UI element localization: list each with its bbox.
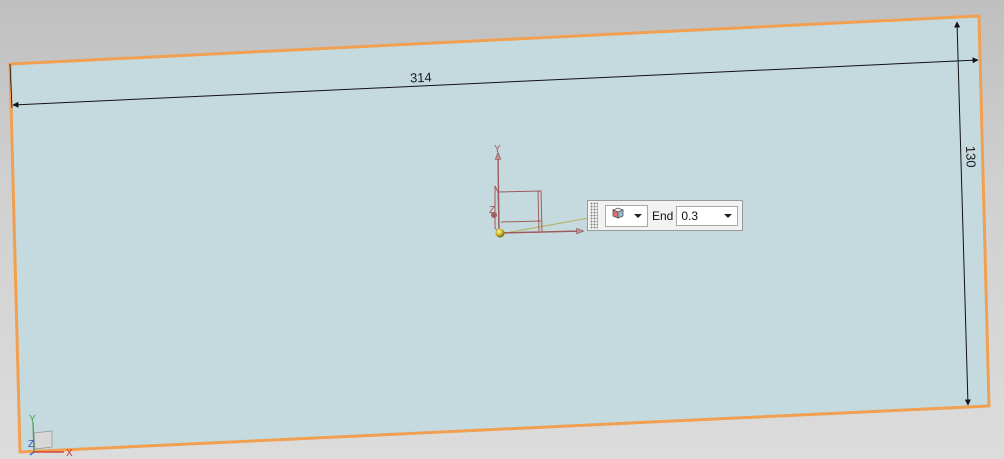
- chevron-down-icon: [634, 213, 642, 218]
- width-dimension[interactable]: 130: [954, 21, 979, 406]
- type-dropdown[interactable]: [605, 204, 648, 227]
- z-axis-marker[interactable]: [491, 212, 497, 218]
- end-label: End: [652, 208, 674, 223]
- origin-point[interactable]: [495, 228, 505, 238]
- view-triad: Y X Z: [28, 414, 73, 459]
- block-icon: [611, 206, 625, 225]
- end-value[interactable]: 0.3: [681, 208, 699, 223]
- leader-line: [499, 217, 590, 235]
- on-screen-input-box[interactable]: End 0.3: [587, 200, 743, 231]
- length-dimension-value[interactable]: 314: [410, 70, 432, 86]
- x-axis[interactable]: [498, 227, 585, 235]
- triad-y-label: Y: [29, 414, 36, 425]
- chevron-down-icon[interactable]: [724, 213, 733, 218]
- width-dimension-value[interactable]: 130: [963, 146, 979, 168]
- triad-z-label: Z: [28, 439, 34, 450]
- y-axis-label: Y: [494, 144, 501, 155]
- drag-handle[interactable]: [590, 202, 598, 229]
- length-dimension[interactable]: 314: [9, 57, 979, 109]
- y-axis[interactable]: [494, 151, 502, 234]
- triad-x-label: X: [66, 448, 73, 459]
- z-axis-label: Z: [489, 205, 495, 216]
- end-value-field[interactable]: 0.3: [676, 205, 739, 226]
- csys-origin[interactable]: Y Z: [489, 144, 585, 238]
